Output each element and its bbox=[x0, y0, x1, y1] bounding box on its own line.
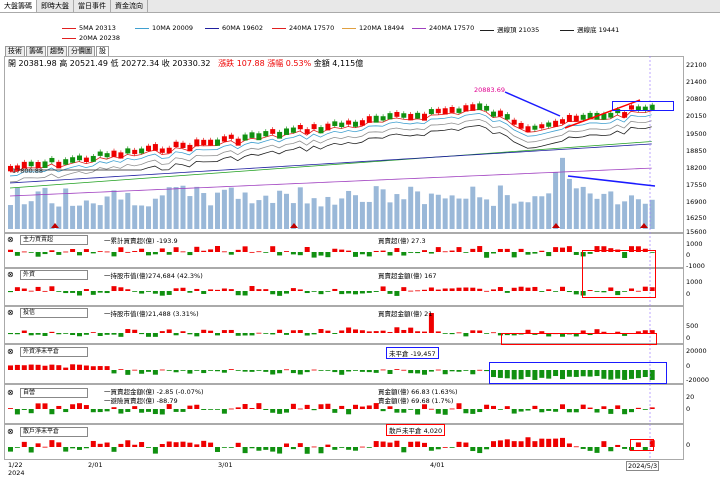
indicator-value: 買金額(億) 66.83 (1.63%) bbox=[378, 388, 458, 396]
panel-retail-oi[interactable] bbox=[4, 424, 684, 460]
ohlc-readout: 開 20381.98 高 20521.49 低 20272.34 收 20330… bbox=[8, 58, 363, 69]
high-value: 高 20521.49 bbox=[59, 59, 108, 68]
y-tick: 15600 bbox=[686, 228, 707, 236]
y-tick: 20800 bbox=[686, 95, 707, 103]
indicator-value: 一持股市值(億)21,488 (3.31%) bbox=[104, 310, 199, 318]
indicator-value: 一持股市值(億)274,684 (42.3%) bbox=[104, 272, 203, 280]
highlight-box bbox=[612, 101, 674, 111]
open-value: 開 20381.98 bbox=[8, 59, 57, 68]
panel-foreign[interactable] bbox=[4, 268, 684, 306]
indicator-value: 散戶未平倉 4,020 bbox=[386, 424, 446, 436]
tab-daily-events[interactable]: 當日事件 bbox=[74, 0, 111, 12]
legend-weekly-top: 週線頂 21035 bbox=[480, 24, 539, 34]
legend-weekly-bottom: 週線底 19441 bbox=[560, 24, 619, 34]
y-tick: -1000 bbox=[686, 262, 705, 270]
amount-value: 金額 4,115億 bbox=[313, 59, 364, 68]
ma-legend: 5MA 20313 10MA 20009 60MA 19602 240MA 17… bbox=[0, 13, 720, 45]
y-tick: 18850 bbox=[686, 147, 707, 155]
indicator-value: 賣金額(億) 69.68 (1.7%) bbox=[378, 397, 454, 405]
indicator-select[interactable]: 外資 bbox=[20, 270, 88, 280]
tab-market-chips[interactable]: 大盤籌碼 bbox=[0, 0, 37, 12]
price-chart-frame[interactable] bbox=[4, 56, 684, 233]
y-tick: 19500 bbox=[686, 130, 707, 138]
y-tick: 0 bbox=[686, 441, 691, 449]
panel-main-force[interactable] bbox=[4, 233, 684, 268]
legend-20ma: 20MA 20238 bbox=[62, 34, 120, 42]
close-icon[interactable]: ⊗ bbox=[7, 388, 14, 397]
highlight-box bbox=[489, 362, 667, 384]
close-value: 收 20330.32 bbox=[161, 59, 211, 68]
close-icon[interactable]: ⊗ bbox=[7, 235, 14, 244]
highlight-box bbox=[501, 333, 657, 345]
legend-240ma: 240MA 17570 bbox=[272, 24, 334, 32]
close-icon[interactable]: ⊗ bbox=[7, 427, 14, 436]
y-tick: 500 bbox=[686, 322, 699, 330]
highlight-box bbox=[582, 250, 656, 298]
high-price-label: 20883.69 bbox=[474, 86, 506, 94]
y-tick: 0 bbox=[686, 290, 691, 298]
panel-trust[interactable] bbox=[4, 306, 684, 344]
y-tick: 1000 bbox=[686, 278, 703, 286]
highlight-box bbox=[630, 439, 654, 451]
legend-10ma: 10MA 20009 bbox=[135, 24, 193, 32]
y-tick: 16250 bbox=[686, 214, 707, 222]
low-price-label: 17800.88 bbox=[12, 167, 44, 175]
x-tick-current: 2024/5/3 bbox=[626, 461, 660, 471]
indicator-value: 買賣超金額(億) 167 bbox=[378, 272, 437, 280]
y-tick: 1000 bbox=[686, 240, 703, 248]
y-tick: 0 bbox=[686, 405, 691, 413]
downtrend-line bbox=[504, 91, 561, 117]
legend-240ma-purple: 240MA 17570 bbox=[412, 24, 474, 32]
tab-fund-flow[interactable]: 資金流向 bbox=[111, 0, 148, 12]
legend-5ma: 5MA 20313 bbox=[62, 24, 116, 32]
y-tick: 20 bbox=[686, 393, 695, 401]
y-tick: 20150 bbox=[686, 112, 707, 120]
indicator-select[interactable]: 外資淨未平倉 bbox=[20, 347, 88, 357]
close-icon[interactable]: ⊗ bbox=[7, 270, 14, 279]
close-icon[interactable]: ⊗ bbox=[7, 308, 14, 317]
y-tick: 18200 bbox=[686, 164, 707, 172]
x-tick: 2/01 bbox=[88, 461, 103, 469]
top-tab-bar: 大盤籌碼 即時大盤 當日事件 資金流向 bbox=[0, 0, 720, 13]
y-tick: 20000 bbox=[686, 347, 707, 355]
panel-foreign-oi[interactable] bbox=[4, 344, 684, 384]
tab-realtime-market[interactable]: 即時大盤 bbox=[37, 0, 74, 12]
x-tick: 1/22 bbox=[8, 461, 23, 469]
indicator-value: 一避險買賣超(億) -88.79 bbox=[104, 397, 178, 405]
y-tick: 17550 bbox=[686, 181, 707, 189]
x-tick: 3/01 bbox=[218, 461, 233, 469]
indicator-value: 買賣超金額(億) 21 bbox=[378, 310, 433, 318]
close-icon[interactable]: ⊗ bbox=[7, 347, 14, 356]
y-tick: 22100 bbox=[686, 61, 707, 69]
y-tick: 0 bbox=[686, 251, 691, 259]
y-tick: 0 bbox=[686, 362, 691, 370]
indicator-select[interactable]: 主力買賣超 bbox=[20, 235, 88, 245]
x-tick: 4/01 bbox=[430, 461, 445, 469]
panel-dealer[interactable] bbox=[4, 384, 684, 424]
y-tick: 21400 bbox=[686, 78, 707, 86]
y-tick: -20000 bbox=[686, 376, 710, 384]
indicator-value: 買賣超(億) 27.3 bbox=[378, 237, 426, 245]
indicator-select[interactable]: 自營 bbox=[20, 388, 88, 398]
indicator-value: 一買賣超金額(億) -2.85 (-0.07%) bbox=[104, 388, 204, 396]
legend-120ma: 120MA 18494 bbox=[342, 24, 404, 32]
y-tick: 16900 bbox=[686, 198, 707, 206]
pct-value: 漲幅 0.53% bbox=[267, 59, 312, 68]
indicator-select[interactable]: 散戶淨未平倉 bbox=[20, 427, 88, 437]
legend-60ma: 60MA 19602 bbox=[205, 24, 263, 32]
change-value: 漲跌 107.88 bbox=[218, 59, 265, 68]
x-tick: 2024 bbox=[8, 469, 25, 477]
indicator-select[interactable]: 投信 bbox=[20, 308, 88, 318]
uptrend-line bbox=[564, 99, 641, 129]
indicator-value: 一累計買賣超(億) -193.9 bbox=[104, 237, 178, 245]
y-tick: 0 bbox=[686, 334, 691, 342]
indicator-value: 未平倉 -19,457 bbox=[386, 347, 439, 359]
low-value: 低 20272.34 bbox=[110, 59, 160, 68]
volume-trend-line bbox=[567, 175, 656, 187]
